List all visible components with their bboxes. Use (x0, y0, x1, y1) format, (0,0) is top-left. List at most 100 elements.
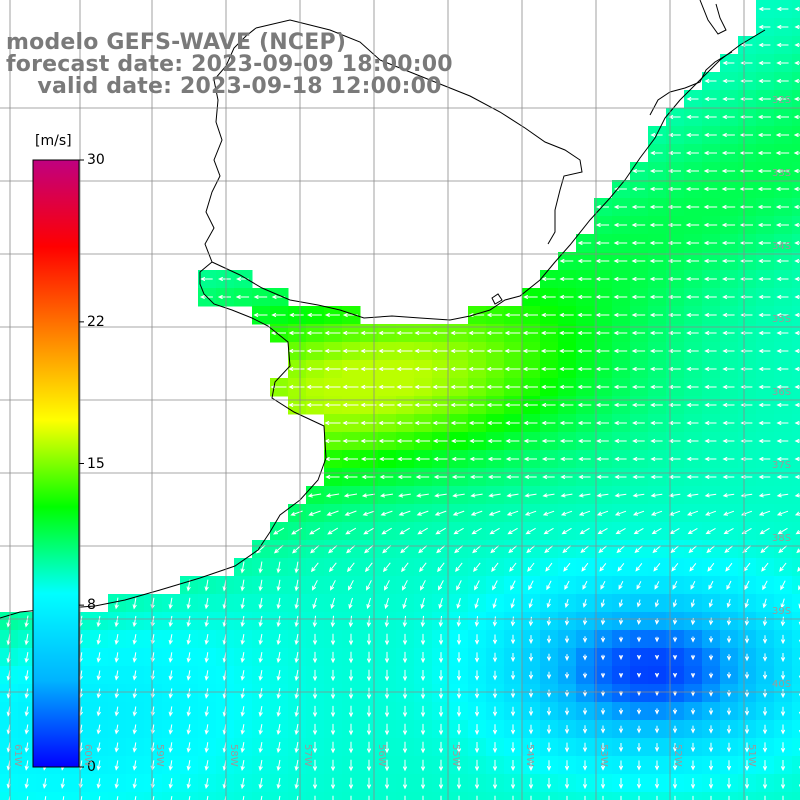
wind-arrow (524, 493, 537, 498)
wind-arrow (559, 366, 574, 372)
wind-arrow (596, 438, 609, 444)
wind-arrow (631, 186, 645, 192)
wind-arrow (722, 78, 735, 84)
wind-arrow (456, 706, 462, 718)
wind-arrow (546, 598, 551, 609)
wind-arrow (348, 580, 354, 591)
wind-arrow (528, 742, 534, 753)
wind-arrow (649, 276, 664, 282)
wind-arrow (330, 741, 336, 754)
wind-arrow (761, 562, 769, 572)
wind-arrow (396, 438, 413, 444)
wind-arrow (528, 635, 534, 645)
wind-arrow (722, 96, 735, 102)
wind-arrow (722, 474, 735, 480)
wind-arrow (396, 348, 413, 354)
wind-arrow (416, 493, 429, 498)
wind-arrow (703, 150, 717, 156)
wind-arrow (510, 653, 516, 663)
wind-arrow (548, 795, 550, 800)
wind-arrow (764, 795, 766, 800)
wind-arrow (204, 597, 209, 610)
wind-arrow (471, 527, 482, 535)
wind-arrow (690, 599, 695, 608)
wind-arrow (240, 706, 245, 717)
wind-arrow (294, 687, 299, 700)
wind-arrow (253, 312, 268, 318)
wind-arrow (725, 562, 733, 572)
wind-arrow (618, 580, 624, 590)
wind-arrow (342, 420, 359, 426)
wind-arrow (704, 348, 717, 354)
wind-arrow (649, 330, 663, 336)
wind-arrow (253, 294, 268, 300)
wind-arrow (132, 778, 137, 789)
wind-arrow (685, 204, 700, 210)
wind-arrow (758, 493, 771, 498)
wind-arrow (528, 777, 534, 790)
wind-arrow (726, 760, 732, 771)
wind-arrow (276, 579, 281, 592)
wind-arrow (326, 510, 339, 516)
wind-arrow (614, 493, 627, 498)
wind-arrow (794, 438, 800, 444)
wind-arrow (324, 420, 341, 426)
wind-arrow (168, 778, 173, 789)
wind-speed-cell (792, 558, 800, 577)
wind-arrow (396, 330, 413, 336)
wind-arrow (132, 688, 138, 699)
wind-arrow (492, 724, 498, 735)
wind-arrow (776, 24, 789, 30)
wind-arrow (186, 597, 191, 610)
wind-arrow (636, 778, 642, 789)
wind-arrow (200, 276, 213, 282)
wind-arrow (708, 690, 714, 697)
wind-arrow (242, 795, 245, 800)
wind-arrow (258, 579, 263, 592)
wind-arrow (758, 330, 771, 336)
wind-speed-cell (18, 792, 37, 800)
wind-arrow (794, 60, 800, 66)
wind-arrow (487, 438, 502, 444)
wind-arrow (582, 742, 588, 753)
wind-arrow (721, 222, 736, 228)
wind-speed-cell (792, 792, 800, 800)
wind-arrow (617, 562, 625, 572)
wind-arrow (649, 312, 663, 318)
wind-arrow (686, 402, 699, 408)
colorbar-ticks (79, 159, 84, 768)
wind-arrow (96, 724, 101, 735)
wind-arrow (776, 240, 789, 246)
wind-arrow (492, 652, 498, 663)
wind-arrow (398, 493, 411, 498)
wind-arrow (722, 384, 735, 390)
wind-arrow (258, 759, 263, 772)
wind-arrow (776, 474, 789, 480)
wind-arrow (631, 312, 646, 318)
wind-speed-cell (90, 792, 109, 800)
wind-arrow (378, 366, 395, 372)
wind-arrow (546, 635, 552, 644)
wind-arrow (402, 723, 408, 736)
wind-arrow (546, 707, 552, 716)
wind-speed-cell (54, 792, 73, 800)
title-valid-date: valid date: 2023-09-18 12:00:00 (6, 74, 442, 99)
wind-arrow (776, 42, 789, 48)
colorbar-tick-label: 0 (87, 759, 96, 775)
wind-arrow (758, 474, 771, 480)
colorbar-tick-label: 22 (87, 313, 105, 330)
wind-arrow (744, 707, 750, 716)
wind-arrow (348, 651, 354, 664)
wind-arrow (384, 633, 390, 646)
wind-arrow (546, 671, 552, 680)
wind-arrow (600, 580, 606, 590)
wind-arrow (690, 580, 696, 590)
wind-arrow (776, 456, 789, 462)
latitude-label: 36S (772, 387, 792, 398)
wind-arrow (722, 60, 735, 66)
wind-arrow (420, 615, 426, 628)
wind-arrow (795, 530, 800, 535)
wind-arrow (308, 510, 321, 516)
wind-arrow (776, 510, 789, 516)
wind-arrow (758, 78, 771, 84)
